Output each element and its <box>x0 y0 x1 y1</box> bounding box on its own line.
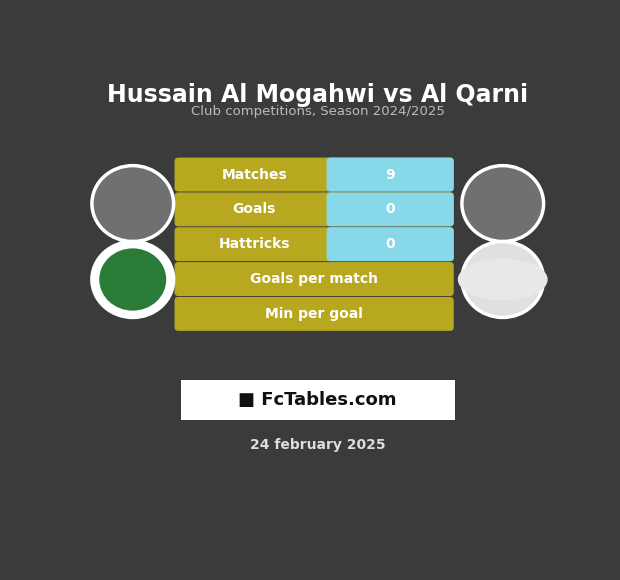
Text: Hattricks: Hattricks <box>219 237 290 251</box>
Circle shape <box>462 241 544 317</box>
FancyBboxPatch shape <box>175 193 454 226</box>
FancyBboxPatch shape <box>327 158 454 191</box>
Ellipse shape <box>458 259 547 300</box>
FancyBboxPatch shape <box>327 227 454 261</box>
Circle shape <box>92 166 174 241</box>
Text: Club competitions, Season 2024/2025: Club competitions, Season 2024/2025 <box>191 106 445 118</box>
FancyBboxPatch shape <box>175 227 454 261</box>
FancyBboxPatch shape <box>175 262 454 296</box>
FancyBboxPatch shape <box>181 380 454 420</box>
Text: Goals per match: Goals per match <box>250 272 378 286</box>
Text: Matches: Matches <box>221 168 287 182</box>
Circle shape <box>462 166 544 241</box>
Circle shape <box>99 248 166 311</box>
FancyBboxPatch shape <box>327 193 454 226</box>
Text: ■ FcTables.com: ■ FcTables.com <box>239 391 397 409</box>
Circle shape <box>92 241 174 317</box>
Text: 0: 0 <box>386 237 395 251</box>
Text: Goals: Goals <box>232 202 276 216</box>
Text: 0: 0 <box>386 202 395 216</box>
Bar <box>330 196 372 223</box>
FancyBboxPatch shape <box>175 297 454 331</box>
Text: 24 february 2025: 24 february 2025 <box>250 438 386 452</box>
Bar <box>330 161 372 188</box>
Text: 9: 9 <box>386 168 395 182</box>
Text: Hussain Al Mogahwi vs Al Qarni: Hussain Al Mogahwi vs Al Qarni <box>107 83 528 107</box>
Text: Min per goal: Min per goal <box>265 307 363 321</box>
Bar <box>330 231 372 258</box>
FancyBboxPatch shape <box>175 158 454 191</box>
